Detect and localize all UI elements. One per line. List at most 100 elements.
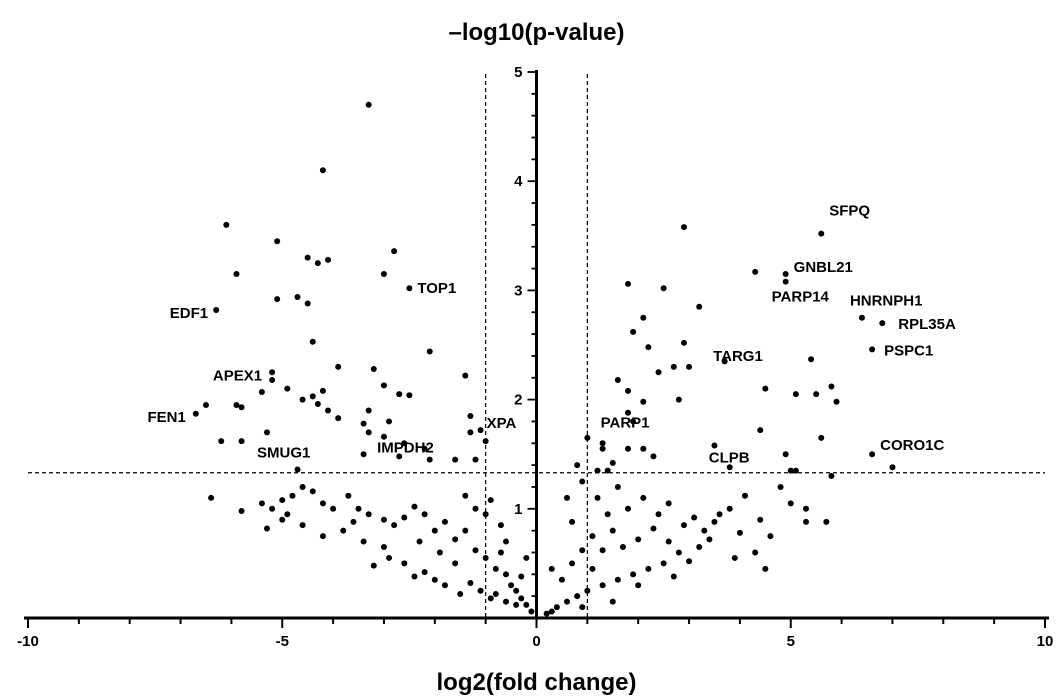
data-point	[289, 492, 296, 499]
labeled-data-point	[406, 285, 413, 292]
data-point	[452, 560, 459, 567]
data-point	[472, 456, 479, 463]
point-label: IMPDH2	[377, 440, 434, 457]
data-point	[604, 511, 611, 518]
data-point	[655, 511, 662, 518]
data-point	[325, 407, 332, 414]
data-point	[462, 527, 469, 534]
data-point	[823, 518, 830, 525]
data-point	[269, 505, 276, 512]
data-point	[767, 533, 774, 540]
data-point	[574, 462, 581, 469]
data-point	[340, 527, 347, 534]
data-point	[630, 571, 637, 578]
point-label: EDF1	[170, 305, 208, 322]
data-point	[625, 445, 632, 452]
data-point	[564, 494, 571, 501]
data-point	[889, 464, 896, 471]
data-point	[614, 483, 621, 490]
data-point	[304, 254, 311, 261]
data-point	[686, 558, 693, 565]
data-point	[828, 473, 835, 480]
data-point	[670, 573, 677, 580]
labeled-data-point	[213, 307, 220, 314]
data-point	[604, 467, 611, 474]
y-tick-label: 4	[514, 173, 523, 190]
data-point	[548, 608, 555, 615]
point-label: GNBL21	[794, 259, 853, 276]
data-point	[726, 464, 733, 471]
data-point	[625, 387, 632, 394]
data-point	[625, 505, 632, 512]
data-point	[502, 598, 509, 605]
data-point	[319, 533, 326, 540]
data-point	[680, 522, 687, 529]
data-point	[325, 256, 332, 263]
data-point	[401, 560, 408, 567]
point-label: PARP1	[601, 414, 650, 431]
data-point	[426, 348, 433, 355]
data-point	[518, 595, 525, 602]
labeled-data-point	[269, 369, 276, 376]
data-point	[502, 571, 509, 578]
data-point	[421, 569, 428, 576]
data-point	[584, 434, 591, 441]
data-point	[619, 544, 626, 551]
data-point	[508, 582, 515, 589]
data-point	[208, 494, 215, 501]
labeled-data-point	[782, 278, 789, 285]
data-point	[564, 598, 571, 605]
data-point	[640, 398, 647, 405]
data-point	[787, 500, 794, 507]
data-point	[614, 576, 621, 583]
data-point	[584, 587, 591, 594]
data-point	[386, 418, 393, 425]
data-point	[457, 590, 464, 597]
data-point	[487, 595, 494, 602]
data-point	[762, 565, 769, 572]
x-tick-label: 10	[1037, 633, 1054, 650]
data-point	[492, 590, 499, 597]
data-point	[411, 503, 418, 510]
labeled-data-point	[808, 356, 815, 363]
data-point	[650, 525, 657, 532]
labeled-data-point	[192, 410, 199, 417]
data-point	[335, 415, 342, 422]
point-label: FEN1	[147, 409, 185, 426]
data-point	[258, 388, 265, 395]
data-point	[650, 453, 657, 460]
point-label: RPL35A	[898, 316, 956, 333]
data-point	[680, 339, 687, 346]
data-point	[594, 494, 601, 501]
data-point	[803, 518, 810, 525]
data-point	[335, 363, 342, 370]
point-label: SMUG1	[257, 444, 310, 461]
data-point	[294, 293, 301, 300]
data-point	[380, 382, 387, 389]
data-point	[401, 514, 408, 521]
labeled-data-point	[879, 320, 886, 327]
data-point	[299, 522, 306, 529]
x-axis-title: log2(fold change)	[437, 669, 637, 696]
data-point	[645, 344, 652, 351]
scatter-points	[192, 101, 896, 617]
data-point	[360, 451, 367, 458]
point-label: TOP1	[417, 280, 456, 297]
data-point	[757, 516, 764, 523]
data-point	[818, 434, 825, 441]
data-point	[477, 587, 484, 594]
data-point	[294, 466, 301, 473]
labeled-data-point	[477, 427, 484, 434]
data-point	[670, 363, 677, 370]
labeled-data-point	[599, 440, 606, 447]
data-point	[426, 456, 433, 463]
point-label: PARP14	[772, 289, 830, 306]
data-point	[741, 492, 748, 499]
data-point	[431, 576, 438, 583]
data-point	[635, 582, 642, 589]
point-label: TARG1	[713, 348, 763, 365]
x-tick-label: -10	[17, 633, 39, 650]
data-point	[269, 376, 276, 383]
data-point	[467, 429, 474, 436]
point-label: HNRNPH1	[850, 293, 923, 310]
